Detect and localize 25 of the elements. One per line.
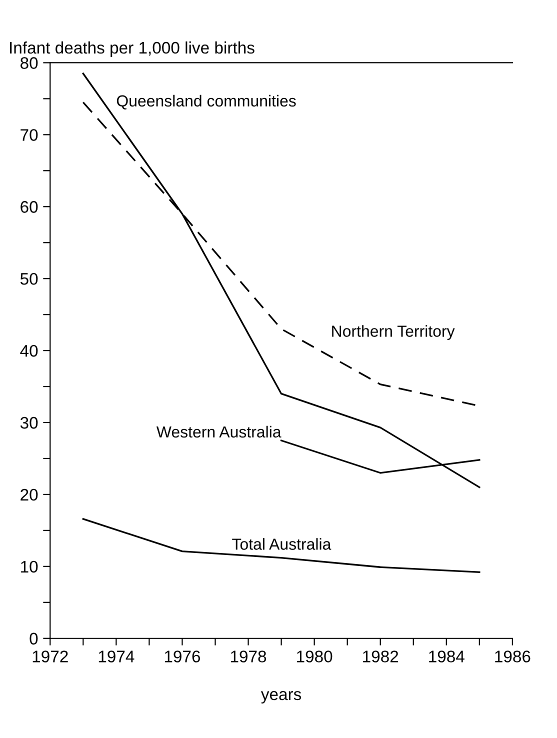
x-tick-label: 1984 [429, 650, 464, 662]
y-axis-title: Infant deaths per 1,000 live births [10, 41, 254, 57]
y-tick-label: 0 [30, 632, 38, 645]
series-label: Total Australia [232, 538, 332, 550]
y-tick-label: 20 [20, 488, 38, 501]
y-tick-label: 10 [21, 560, 38, 573]
x-axis-title: years [260, 691, 302, 704]
line-series [82, 518, 480, 574]
x-tick-label: 1972 [32, 650, 68, 662]
x-tick-label: 1976 [164, 650, 200, 662]
y-tick-label: 70 [20, 129, 38, 141]
y-tick-label: 40 [20, 344, 38, 357]
y-tick-label: 30 [20, 416, 38, 429]
x-tick-label: 1978 [230, 650, 266, 662]
x-tick-label: 1974 [98, 650, 134, 662]
y-tick-label: 60 [20, 201, 38, 213]
series-label: Western Australia [156, 426, 282, 438]
series-label: Queensland communities [116, 94, 296, 110]
line-series [82, 72, 480, 488]
y-tick-label: 80 [20, 57, 38, 69]
y-tick-label: 50 [20, 272, 38, 285]
x-tick-label: 1982 [363, 650, 398, 662]
x-tick-label: 1980 [297, 650, 332, 662]
x-tick-label: 1986 [495, 650, 530, 662]
series-label: Northern Territory [332, 325, 455, 340]
